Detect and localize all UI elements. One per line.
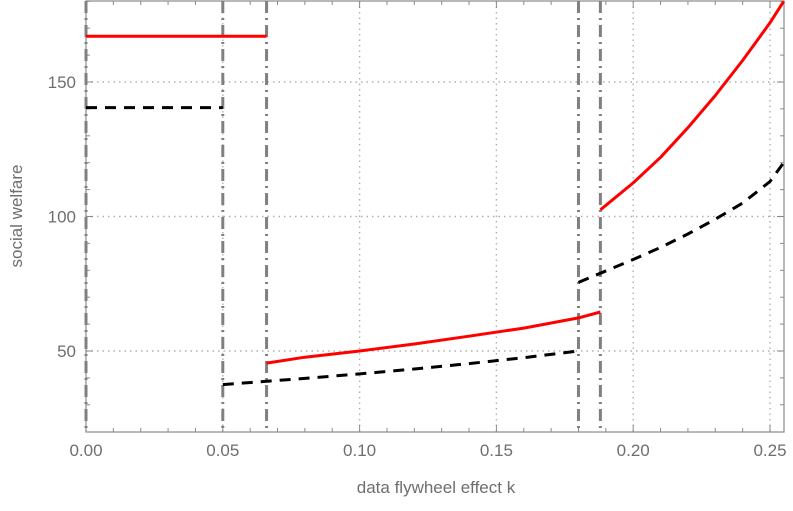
x-tick-labels: 0.00 0.05 0.10 0.15 0.20 0.25 xyxy=(69,441,786,460)
red-solid-curve xyxy=(266,310,601,365)
y-tick-label: 150 xyxy=(48,73,76,92)
black-dashed-curve xyxy=(577,161,785,284)
x-tick-label: 0.10 xyxy=(343,441,376,460)
x-tick-label: 0.25 xyxy=(753,441,786,460)
data-series xyxy=(86,0,785,387)
x-axis-label: data flywheel effect k xyxy=(357,478,516,497)
x-tick-label: 0.15 xyxy=(480,441,513,460)
x-tick-label: 0.20 xyxy=(617,441,650,460)
x-tick-label: 0.05 xyxy=(206,441,239,460)
y-tick-labels: 50 100 150 xyxy=(48,73,76,361)
black-dashed-curve xyxy=(222,349,579,387)
red-solid-curve xyxy=(599,0,785,211)
y-tick-label: 50 xyxy=(57,342,76,361)
y-tick-label: 100 xyxy=(48,208,76,227)
axis-ticks xyxy=(85,0,784,432)
x-tick-label: 0.00 xyxy=(69,441,102,460)
grid-lines xyxy=(86,1,784,432)
y-axis-label: social welfare xyxy=(7,165,26,268)
